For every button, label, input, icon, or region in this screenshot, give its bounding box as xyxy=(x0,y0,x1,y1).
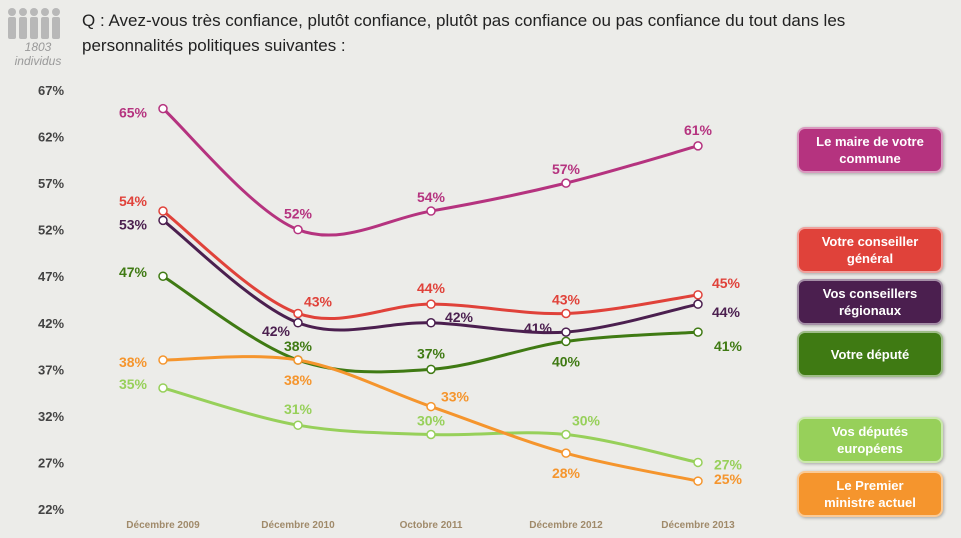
y-tick-label: 52% xyxy=(38,223,64,238)
data-label: 47% xyxy=(119,264,148,280)
data-point xyxy=(293,355,303,365)
data-label: 41% xyxy=(714,338,743,354)
data-point xyxy=(693,299,703,309)
data-point xyxy=(426,318,436,328)
data-label: 42% xyxy=(262,323,291,339)
data-label: 57% xyxy=(552,161,581,177)
x-tick-label: Décembre 2010 xyxy=(261,520,335,531)
header: 1803 individus Q : Avez-vous très confia… xyxy=(0,0,961,75)
x-tick-label: Décembre 2013 xyxy=(661,520,735,531)
data-point xyxy=(693,457,703,468)
y-tick-label: 57% xyxy=(38,176,64,191)
data-point xyxy=(561,429,571,440)
x-tick-label: Octobre 2011 xyxy=(400,520,463,531)
data-label: 54% xyxy=(417,189,446,205)
data-point xyxy=(158,271,168,281)
data-point xyxy=(426,299,436,309)
data-point xyxy=(426,206,436,216)
data-point xyxy=(293,318,303,328)
data-label: 38% xyxy=(119,354,148,370)
data-label: 25% xyxy=(714,471,743,487)
series-line xyxy=(162,209,699,321)
y-tick-label: 67% xyxy=(38,83,64,98)
data-point xyxy=(561,178,571,188)
legend-entry: Le Premier ministre actuel xyxy=(797,471,943,517)
chart-title: Q : Avez-vous très confiance, plutôt con… xyxy=(82,11,846,55)
data-label: 38% xyxy=(284,372,313,388)
legend-entry: Votre député xyxy=(797,331,943,377)
x-tick-label: Décembre 2012 xyxy=(529,520,603,531)
y-tick-label: 37% xyxy=(38,362,64,377)
data-point xyxy=(693,290,703,300)
data-point xyxy=(293,355,303,365)
y-tick-label: 42% xyxy=(38,316,64,331)
y-tick-label: 47% xyxy=(38,269,64,284)
data-point xyxy=(693,327,703,337)
series-line xyxy=(162,355,699,483)
y-tick-label: 22% xyxy=(38,502,64,517)
data-point xyxy=(561,336,571,347)
data-point xyxy=(293,420,303,430)
data-label: 45% xyxy=(712,275,741,291)
data-label: 43% xyxy=(304,293,333,309)
data-label: 44% xyxy=(417,280,446,296)
data-point xyxy=(158,355,168,365)
data-point xyxy=(158,383,168,393)
data-point xyxy=(158,215,168,226)
data-label: 61% xyxy=(684,122,713,138)
data-label: 33% xyxy=(441,389,470,405)
data-label: 42% xyxy=(445,309,474,325)
people-icon xyxy=(8,8,60,39)
data-label: 28% xyxy=(552,465,581,481)
series-line xyxy=(161,107,699,237)
legend-entry: Vos députés européens xyxy=(797,417,943,463)
y-tick-label: 32% xyxy=(38,409,64,424)
series-line xyxy=(162,274,699,374)
data-point xyxy=(293,224,303,235)
data-label: 54% xyxy=(119,193,148,209)
legend-entry: Votre conseiller général xyxy=(797,227,943,273)
data-label: 43% xyxy=(552,291,581,307)
series-line xyxy=(162,219,699,335)
data-point xyxy=(693,476,703,486)
data-label: 27% xyxy=(714,456,743,472)
data-label: 44% xyxy=(712,304,741,320)
data-label: 35% xyxy=(119,376,148,392)
data-label: 31% xyxy=(284,401,313,417)
legend-entry: Le maire de votre commune xyxy=(797,127,943,173)
legend-entry: Vos conseillers régionaux xyxy=(797,279,943,325)
data-point xyxy=(158,206,168,216)
sample-size: 1803 individus xyxy=(14,40,62,68)
data-point xyxy=(158,103,168,114)
data-point xyxy=(293,308,303,319)
data-point xyxy=(561,327,571,337)
data-label: 53% xyxy=(119,216,148,232)
data-point xyxy=(561,448,571,458)
x-tick-label: Décembre 2009 xyxy=(126,520,200,531)
y-tick-label: 27% xyxy=(38,455,64,470)
y-tick-label: 62% xyxy=(38,130,64,145)
data-point xyxy=(426,429,436,440)
data-label: 38% xyxy=(284,338,313,354)
data-point xyxy=(426,364,436,375)
data-point xyxy=(561,308,571,319)
data-point xyxy=(426,401,436,412)
series-line xyxy=(162,386,699,464)
data-label: 37% xyxy=(417,345,446,361)
data-label: 41% xyxy=(524,320,553,336)
data-label: 52% xyxy=(284,206,313,222)
data-label: 30% xyxy=(417,413,446,429)
data-label: 40% xyxy=(552,353,581,369)
data-label: 65% xyxy=(119,105,148,121)
data-point xyxy=(693,141,703,151)
data-label: 30% xyxy=(572,413,601,429)
